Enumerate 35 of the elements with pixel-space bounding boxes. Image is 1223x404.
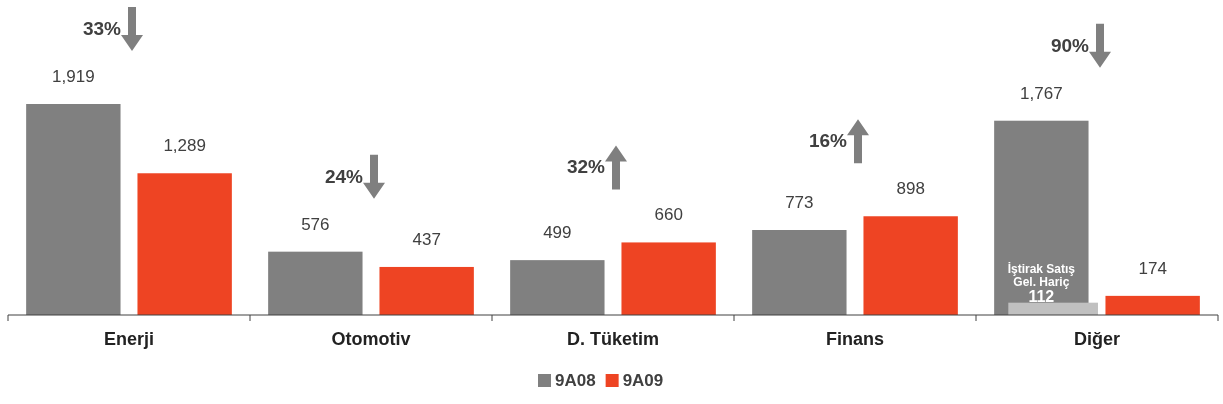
bar [26, 104, 121, 315]
bar [621, 242, 716, 315]
data-label: 660 [654, 205, 683, 225]
data-label: 437 [412, 229, 441, 249]
data-label: 112 [1028, 287, 1055, 305]
bar [1105, 295, 1200, 315]
legend-label: 9A09 [622, 371, 664, 390]
text: 90% [1050, 34, 1090, 56]
annotation: 32% [566, 156, 606, 178]
data-label: 773 [785, 193, 814, 213]
bar [268, 251, 363, 315]
legend-label: 9A08 [555, 371, 596, 390]
x-tick-label: Enerji [103, 329, 155, 349]
bar [510, 260, 605, 315]
bar [1008, 302, 1098, 315]
bar [994, 120, 1089, 315]
x-tick-label: Diğer [1073, 329, 1121, 349]
bar [752, 230, 847, 315]
x-tick-label: D. Tüketim [566, 329, 660, 349]
x-tick-label: Otomotiv [331, 329, 411, 349]
annotation: 16% [808, 130, 848, 152]
x-tick-label: Finans [825, 329, 885, 349]
data-label: 499 [543, 223, 572, 243]
data-label: 174 [1138, 258, 1167, 278]
data-label: 1,919 [52, 67, 95, 86]
data-label: 1,289 [163, 136, 206, 156]
series-label: İştirak Satış Gel. Hariç [1007, 260, 1076, 289]
data-label: 576 [301, 214, 330, 234]
bar [379, 266, 474, 315]
bar [137, 173, 232, 315]
data-label: 1,767 [1020, 83, 1063, 103]
data-label: 898 [896, 179, 925, 199]
annotation: 24% [324, 165, 364, 187]
bar [863, 216, 958, 315]
text: 33% [82, 18, 122, 39]
